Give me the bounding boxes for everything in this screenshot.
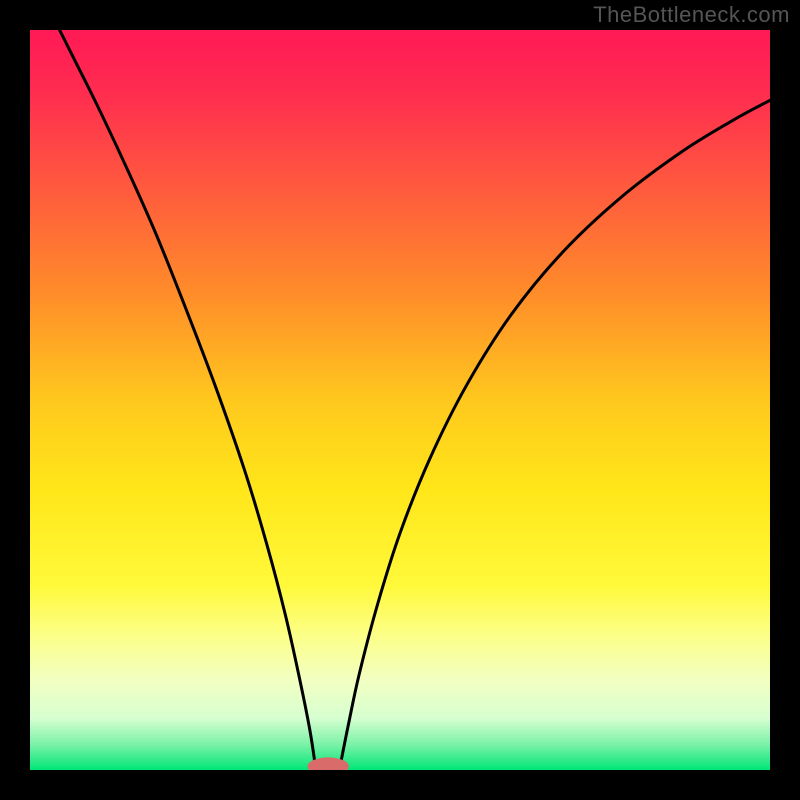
watermark-text: TheBottleneck.com [593, 2, 790, 28]
chart-container: TheBottleneck.com [0, 0, 800, 800]
plot-area [30, 30, 770, 770]
v-curve-chart [30, 30, 770, 770]
gradient-background [30, 30, 770, 770]
